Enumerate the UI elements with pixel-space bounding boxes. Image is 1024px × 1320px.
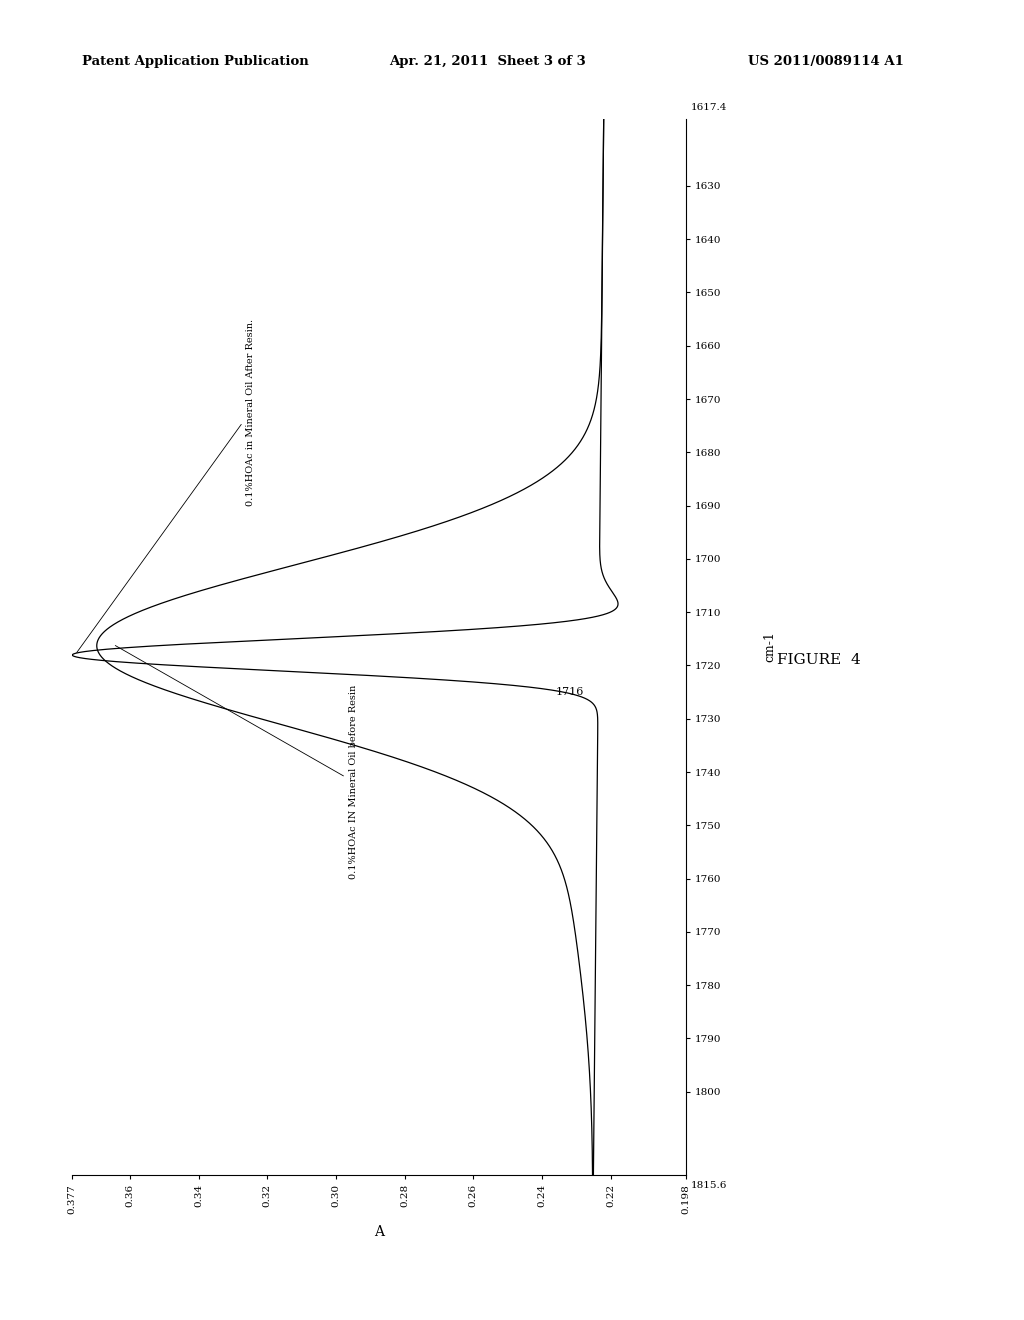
Text: 1617.4: 1617.4 xyxy=(691,103,728,112)
Text: 1716: 1716 xyxy=(555,686,584,697)
Text: Patent Application Publication: Patent Application Publication xyxy=(82,55,308,69)
Text: 1815.6: 1815.6 xyxy=(691,1181,728,1191)
Text: 0.1%HOAc IN Mineral Oil before Resin: 0.1%HOAc IN Mineral Oil before Resin xyxy=(116,645,357,879)
Text: Apr. 21, 2011  Sheet 3 of 3: Apr. 21, 2011 Sheet 3 of 3 xyxy=(389,55,586,69)
Text: FIGURE  4: FIGURE 4 xyxy=(777,653,861,667)
X-axis label: A: A xyxy=(374,1225,384,1238)
Text: US 2011/0089114 A1: US 2011/0089114 A1 xyxy=(748,55,903,69)
Text: 0.1%HOAc in Mineral Oil After Resin.: 0.1%HOAc in Mineral Oil After Resin. xyxy=(77,318,255,652)
Y-axis label: cm-1: cm-1 xyxy=(763,631,776,663)
